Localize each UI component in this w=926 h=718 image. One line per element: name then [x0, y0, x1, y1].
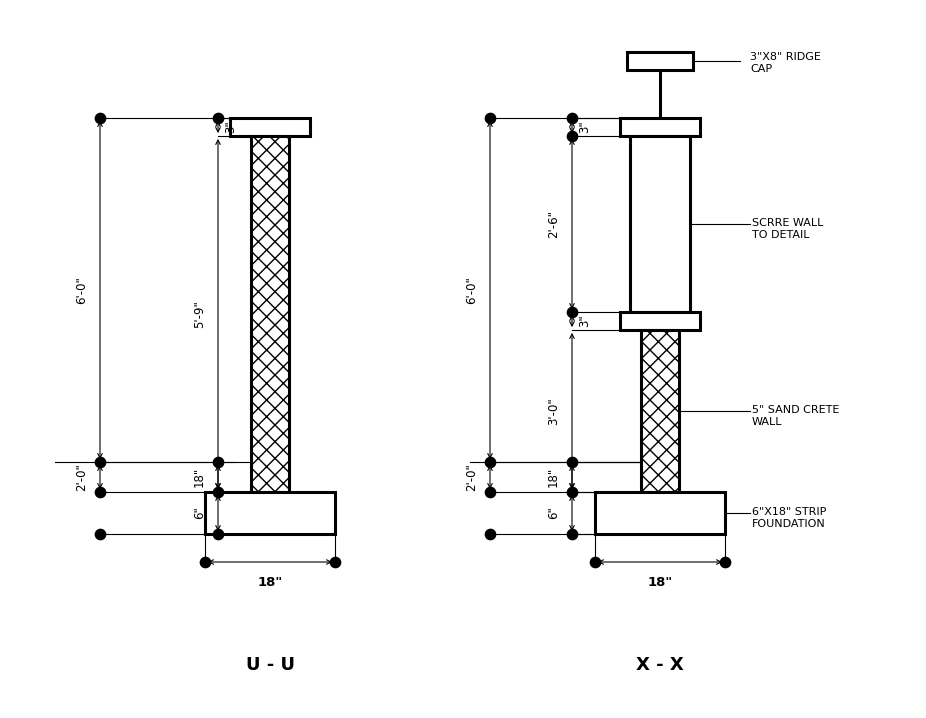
Text: 3'-0": 3'-0"	[547, 397, 560, 425]
Text: 6"X18" STRIP
FOUNDATION: 6"X18" STRIP FOUNDATION	[752, 507, 826, 528]
Point	[482, 112, 497, 123]
Point	[210, 486, 225, 498]
Point	[210, 528, 225, 540]
Text: 6": 6"	[547, 507, 560, 519]
Point	[197, 556, 212, 568]
Text: 6'-0": 6'-0"	[465, 276, 478, 304]
Point	[482, 486, 497, 498]
Bar	[641, 330, 679, 492]
Text: 18": 18"	[547, 467, 560, 487]
Text: 3": 3"	[578, 121, 591, 134]
Bar	[205, 492, 335, 534]
Bar	[620, 118, 700, 136]
Point	[93, 456, 107, 467]
Point	[210, 456, 225, 467]
Point	[718, 556, 732, 568]
Bar	[230, 118, 310, 136]
Text: 3": 3"	[578, 314, 591, 327]
Point	[565, 130, 580, 141]
Point	[565, 112, 580, 123]
Text: 18": 18"	[193, 467, 206, 487]
Text: 6'-0": 6'-0"	[75, 276, 88, 304]
Text: 3"X8" RIDGE
CAP: 3"X8" RIDGE CAP	[750, 52, 820, 74]
Point	[565, 528, 580, 540]
Text: U - U: U - U	[245, 656, 294, 674]
Text: SCRRE WALL
TO DETAIL: SCRRE WALL TO DETAIL	[752, 218, 823, 240]
Text: 5'-9": 5'-9"	[193, 300, 206, 328]
Bar	[627, 52, 693, 70]
Point	[93, 112, 107, 123]
Point	[482, 528, 497, 540]
Point	[210, 112, 225, 123]
Point	[588, 556, 603, 568]
Bar	[595, 492, 725, 534]
Bar	[251, 136, 289, 492]
Text: 18": 18"	[257, 576, 282, 589]
Point	[328, 556, 343, 568]
Text: 6": 6"	[193, 507, 206, 519]
Bar	[630, 136, 690, 312]
Point	[565, 486, 580, 498]
Point	[565, 456, 580, 467]
Text: 2'-0": 2'-0"	[465, 463, 478, 491]
Point	[565, 307, 580, 318]
Text: 2'-6": 2'-6"	[547, 210, 560, 238]
Text: X - X: X - X	[636, 656, 684, 674]
Point	[93, 528, 107, 540]
Text: 18": 18"	[647, 576, 672, 589]
Text: 3": 3"	[224, 121, 237, 134]
Bar	[620, 312, 700, 330]
Point	[93, 486, 107, 498]
Point	[482, 456, 497, 467]
Text: 5" SAND CRETE
WALL: 5" SAND CRETE WALL	[752, 405, 839, 426]
Text: 2'-0": 2'-0"	[75, 463, 88, 491]
